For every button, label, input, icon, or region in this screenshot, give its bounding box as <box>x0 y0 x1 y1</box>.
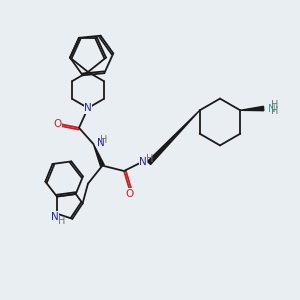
Text: H: H <box>271 106 278 116</box>
Text: N: N <box>51 212 59 222</box>
Text: H: H <box>100 135 107 145</box>
Text: H: H <box>58 216 66 226</box>
Text: O: O <box>125 189 134 199</box>
Text: H: H <box>146 154 154 164</box>
Text: H: H <box>271 100 278 110</box>
Polygon shape <box>93 144 104 167</box>
Text: N: N <box>268 103 275 113</box>
Text: N: N <box>84 103 92 113</box>
Polygon shape <box>147 110 200 164</box>
Polygon shape <box>240 106 264 111</box>
Text: N: N <box>139 157 147 167</box>
Text: N: N <box>98 138 105 148</box>
Text: O: O <box>53 119 61 129</box>
